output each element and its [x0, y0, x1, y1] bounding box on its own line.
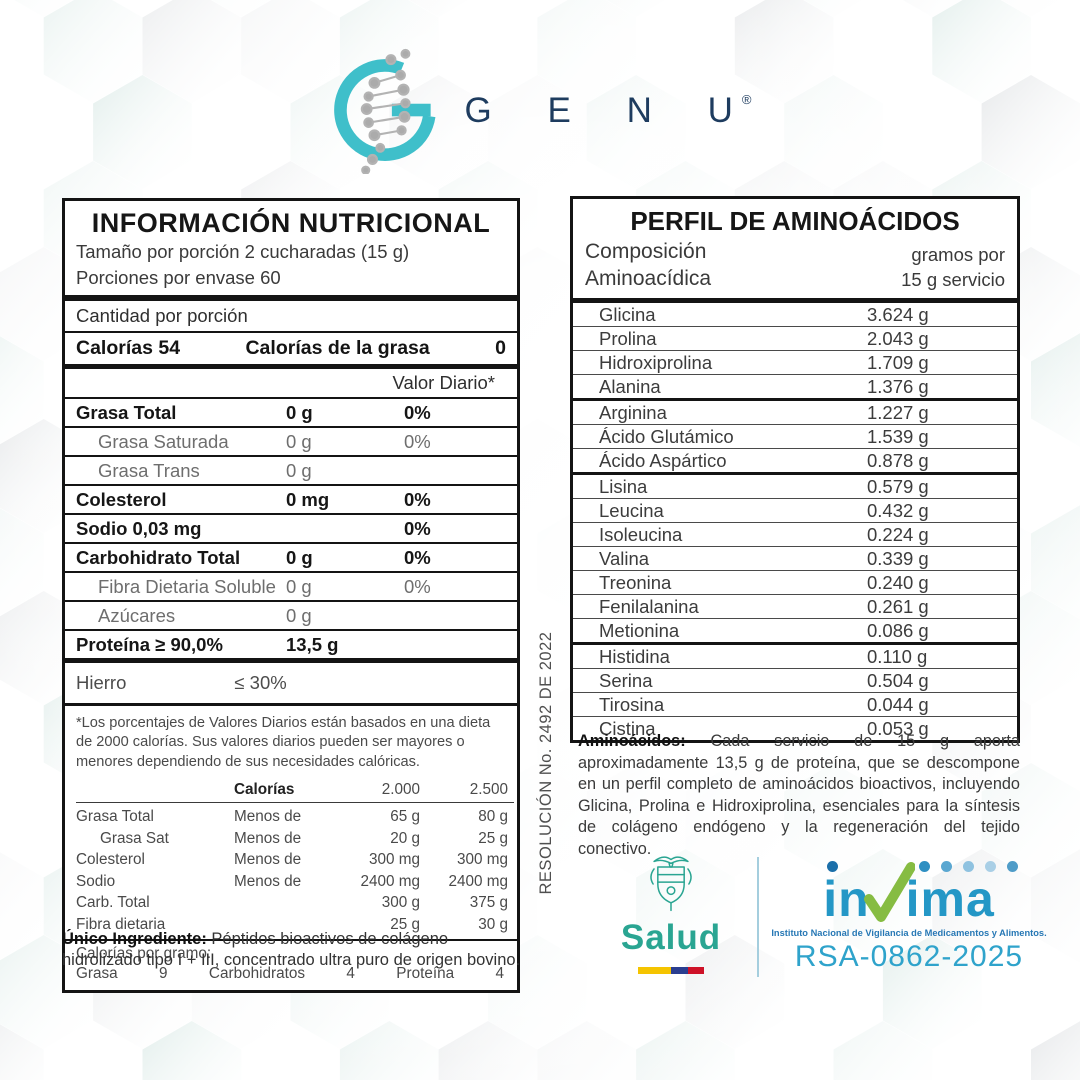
amino-row: Cistina 0.053 g: [599, 717, 929, 739]
nutrient-row: Carbohidrato Total 0 g 0%: [65, 544, 517, 573]
colombia-flag-bar: [638, 967, 704, 974]
calories-per-gram: Calorías por gramo: Grasa 9 Carbohidratos…: [65, 939, 517, 990]
nutrient-row: Azúcares 0 g: [65, 602, 517, 631]
nutrient-row: Grasa Total 0 g 0%: [65, 399, 517, 428]
nutrition-facts-panel: INFORMACIÓN NUTRICIONAL Tamaño por porci…: [62, 198, 520, 994]
amino-column-headers: Composición Aminoacídica gramos por 15 g s…: [585, 240, 1005, 290]
calories-value: Calorías 54: [76, 337, 181, 359]
invima-dot: [941, 861, 953, 872]
divider: [573, 298, 1017, 303]
calories-per-gram-label: Calorías por gramo:: [76, 945, 212, 963]
check-icon: [863, 862, 915, 922]
reference-table: Calorías 2.000 2.500 Grasa Total Menos de 65…: [74, 777, 514, 940]
amino-row: Arginina 1.227 g: [573, 401, 1017, 425]
invima-dot: [985, 861, 997, 872]
ingredient-label: Único Ingrediente:: [62, 930, 207, 948]
registry-number: RSA-0862-2025: [794, 940, 1024, 973]
invima-subtitle: Instituto Nacional de Vigilancia de Medi…: [771, 928, 1047, 938]
amino-row: Ácido Glutámico 1.539 g: [573, 425, 1017, 449]
amino-row: Prolina 2.043 g: [573, 327, 1017, 351]
colombia-crest-icon: [650, 856, 692, 912]
amino-row: Alanina 1.376 g: [573, 375, 1017, 401]
genu-g-dna-icon: [333, 48, 435, 174]
divider: [65, 364, 517, 369]
nutrient-row: Colesterol 0 mg 0%: [65, 486, 517, 515]
salud-wordmark: Salud: [620, 918, 722, 957]
invima-logo: in ima Instituto Nacional de Vigilancia …: [771, 855, 1047, 974]
amino-row: Lisina 0.579 g: [573, 475, 1017, 499]
footer-divider: [757, 857, 759, 977]
resolution-text: RESOLUCIÓN No. 2492 DE 2022: [537, 631, 555, 895]
divider: [65, 295, 517, 301]
nutrient-row: Fibra Dietaria Soluble 0 g 0%: [65, 573, 517, 602]
divider: [76, 802, 514, 804]
calories-fat-value: 0: [495, 337, 506, 359]
daily-value-footnote: *Los porcentajes de Valores Diarios está…: [76, 715, 491, 770]
amino-title: PERFIL DE AMINOÁCIDOS: [630, 206, 960, 236]
invima-dot: [919, 861, 931, 872]
amino-row: Serina 0.504 g: [573, 669, 1017, 693]
invima-dot: [1007, 861, 1019, 872]
registered-mark: ®: [741, 92, 752, 107]
amino-row: Tirosina 0.044 g: [573, 693, 1017, 717]
iron-row: Hierro ≤ 30%: [65, 663, 517, 706]
nutrient-row: Grasa Trans 0 g: [65, 457, 517, 486]
calories-fat-label: Calorías de la grasa: [245, 337, 430, 359]
amino-profile-panel: PERFIL DE AMINOÁCIDOS Composición Aminoac…: [570, 196, 1020, 743]
nutrition-title: INFORMACIÓN NUTRICIONAL: [91, 208, 491, 238]
brand-wordmark: G E N U®: [464, 91, 756, 130]
amino-row: Leucina 0.432 g: [573, 499, 1017, 523]
amino-row: Valina 0.339 g: [573, 547, 1017, 571]
amino-row: Isoleucina 0.224 g: [573, 523, 1017, 547]
amino-note-label: Aminoácidos:: [578, 732, 686, 750]
amino-row: Metionina 0.086 g: [573, 619, 1017, 645]
serving-size: Tamaño por porción 2 cucharadas (15 g): [76, 241, 410, 262]
amino-row: Histidina 0.110 g: [573, 645, 1017, 669]
invima-dot: [827, 861, 839, 872]
amino-note: Aminoácidos: Cada servicio de 15 g aport…: [578, 732, 1020, 858]
ingredient-note: Único Ingrediente: Péptidos bioactivos d…: [62, 930, 521, 970]
salud-logo: Salud: [596, 852, 746, 974]
amino-row: Fenilalanina 0.261 g: [573, 595, 1017, 619]
nutrient-row: Grasa Saturada 0 g 0%: [65, 428, 517, 457]
amino-row: Treonina 0.240 g: [573, 571, 1017, 595]
daily-value-header: Valor Diario*: [65, 369, 517, 399]
nutrient-row: Sodio 0,03 mg 0%: [65, 515, 517, 544]
amino-row: Ácido Aspártico 0.878 g: [573, 449, 1017, 475]
amino-row: Glicina 3.624 g: [573, 303, 1017, 327]
invima-dot: [963, 861, 975, 872]
brand-logo: G E N U®: [0, 48, 1080, 174]
amount-per-serving: Cantidad por porción: [65, 301, 517, 333]
invima-wordmark: in ima: [823, 855, 1019, 927]
servings-per-container: Porciones por envase 60: [76, 267, 281, 288]
nutrient-row: Proteína ≥ 90,0% 13,5 g: [65, 631, 517, 663]
amino-row: Hidroxiprolina 1.709 g: [573, 351, 1017, 375]
calories-row: Calorías 54 Calorías de la grasa 0: [74, 333, 508, 364]
